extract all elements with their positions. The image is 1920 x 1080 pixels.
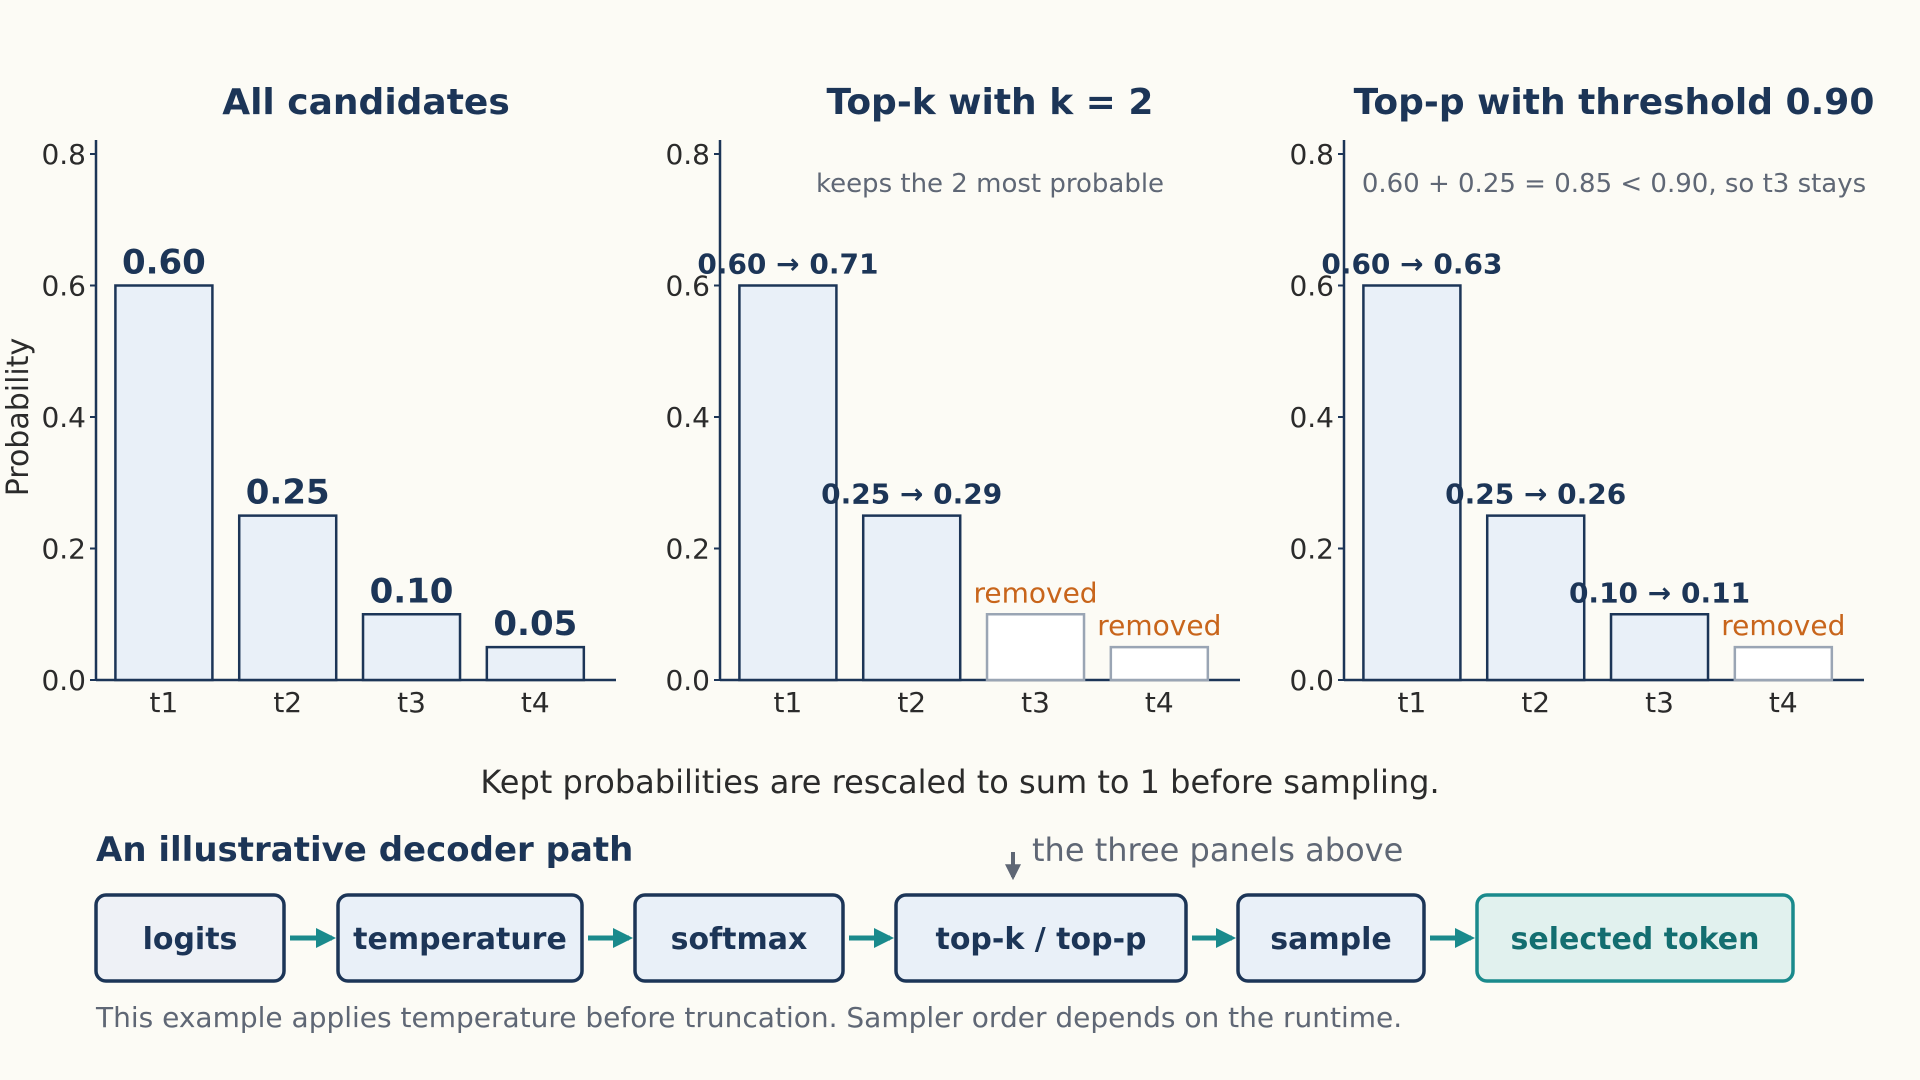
pipeline-step-box bbox=[1236, 893, 1426, 983]
bar-value-label: 0.25 → 0.26 bbox=[1445, 478, 1626, 511]
x-tick-label: t3 bbox=[1645, 686, 1674, 719]
chart-panels: All candidates 0.0 0.2 0.4 0.6 0.8 Probability… bbox=[1, 82, 1874, 719]
bar-t1 bbox=[1362, 284, 1462, 682]
removed-label: removed bbox=[1097, 609, 1221, 642]
panel-title: All candidates bbox=[222, 82, 510, 123]
y-tick-label: 0.8 bbox=[665, 138, 710, 171]
removed-bar-t3 bbox=[985, 613, 1086, 682]
removed-label: removed bbox=[1721, 609, 1845, 642]
pipeline-step-label: top-k / top-p bbox=[935, 922, 1146, 957]
pipeline-step-box bbox=[1475, 893, 1795, 983]
rescale-caption: Kept probabilities are rescaled to sum t… bbox=[480, 763, 1439, 801]
pipeline-step-label: logits bbox=[143, 922, 238, 957]
removed-label: removed bbox=[973, 576, 1097, 609]
y-tick-label: 0.4 bbox=[1289, 401, 1334, 434]
chart-panel-3: Top-p with threshold 0.90 0.0 0.2 0.4 0.6 0.8… bbox=[1289, 82, 1874, 719]
panel-note: keeps the 2 most probable bbox=[816, 169, 1164, 199]
panels-above-note: the three panels above bbox=[1032, 831, 1403, 869]
bar-value-label: 0.05 bbox=[493, 604, 577, 644]
panel-title: Top-p with threshold 0.90 bbox=[1354, 82, 1875, 123]
pipeline-step-label: softmax bbox=[671, 922, 808, 957]
bar-value-label: 0.10 bbox=[370, 571, 454, 611]
bar-t3 bbox=[1609, 613, 1710, 682]
bar-value-label: 0.60 bbox=[122, 243, 206, 283]
pipeline-step-label: sample bbox=[1270, 922, 1391, 957]
pipeline-steps: logits temperature softmax top-k / top-p sam… bbox=[94, 893, 1795, 983]
y-tick-label: 0.2 bbox=[1289, 533, 1334, 566]
pipeline-title: An illustrative decoder path bbox=[96, 830, 633, 870]
x-tick-label: t2 bbox=[1521, 686, 1550, 719]
pipeline-step-box bbox=[94, 893, 286, 983]
x-tick-label: t2 bbox=[897, 686, 926, 719]
pipeline-step-box bbox=[894, 893, 1188, 983]
pipeline-step-box bbox=[633, 893, 845, 983]
y-tick-label: 0.8 bbox=[41, 138, 86, 171]
chart-panel-1: All candidates 0.0 0.2 0.4 0.6 0.8 Probability… bbox=[1, 82, 616, 719]
x-tick-label: t4 bbox=[1769, 686, 1798, 719]
decoder-pipeline: An illustrative decoder path the three p… bbox=[94, 830, 1795, 1034]
y-tick-label: 0.0 bbox=[1289, 664, 1334, 697]
pipeline-step-label: temperature bbox=[353, 922, 567, 957]
bar-t2 bbox=[1485, 514, 1586, 682]
x-tick-label: t4 bbox=[521, 686, 550, 719]
chart-panel-2: Top-k with k = 2 0.0 0.2 0.4 0.6 0.8 keeps the… bbox=[665, 82, 1240, 719]
y-tick-label: 0.0 bbox=[665, 664, 710, 697]
y-axis-label: Probability bbox=[1, 338, 36, 497]
x-tick-label: t2 bbox=[273, 686, 302, 719]
y-tick-label: 0.8 bbox=[1289, 138, 1334, 171]
removed-bar-t4 bbox=[1109, 645, 1210, 682]
y-tick-label: 0.4 bbox=[41, 401, 86, 434]
bar-value-label: 0.60 → 0.71 bbox=[697, 248, 878, 281]
bar-t1 bbox=[738, 284, 838, 682]
x-tick-label: t1 bbox=[1398, 686, 1427, 719]
y-tick-label: 0.2 bbox=[665, 533, 710, 566]
y-tick-label: 0.6 bbox=[1289, 270, 1334, 303]
panel-title: Top-k with k = 2 bbox=[827, 82, 1154, 123]
x-tick-label: t1 bbox=[774, 686, 803, 719]
y-tick-label: 0.6 bbox=[665, 270, 710, 303]
bar-value-label: 0.60 → 0.63 bbox=[1321, 248, 1502, 281]
bar-t3 bbox=[361, 613, 462, 682]
y-tick-label: 0.0 bbox=[41, 664, 86, 697]
bar-value-label: 0.25 → 0.29 bbox=[821, 478, 1002, 511]
y-tick-label: 0.6 bbox=[41, 270, 86, 303]
y-tick-label: 0.4 bbox=[665, 401, 710, 434]
x-tick-label: t4 bbox=[1145, 686, 1174, 719]
bar-t4 bbox=[485, 645, 586, 682]
x-tick-label: t3 bbox=[1021, 686, 1050, 719]
bar-t1 bbox=[114, 284, 214, 682]
pipeline-footnote: This example applies temperature before … bbox=[95, 1001, 1402, 1034]
y-tick-label: 0.2 bbox=[41, 533, 86, 566]
bar-t2 bbox=[237, 514, 338, 682]
bar-value-label: 0.25 bbox=[246, 473, 330, 513]
bar-t2 bbox=[861, 514, 962, 682]
panel-note: 0.60 + 0.25 = 0.85 < 0.90, so t3 stays bbox=[1362, 169, 1866, 199]
bar-value-label: 0.10 → 0.11 bbox=[1569, 576, 1750, 609]
x-tick-label: t1 bbox=[150, 686, 179, 719]
removed-bar-t4 bbox=[1733, 645, 1834, 682]
pipeline-step-label: selected token bbox=[1510, 922, 1759, 957]
pipeline-step-box bbox=[336, 893, 584, 983]
x-tick-label: t3 bbox=[397, 686, 426, 719]
